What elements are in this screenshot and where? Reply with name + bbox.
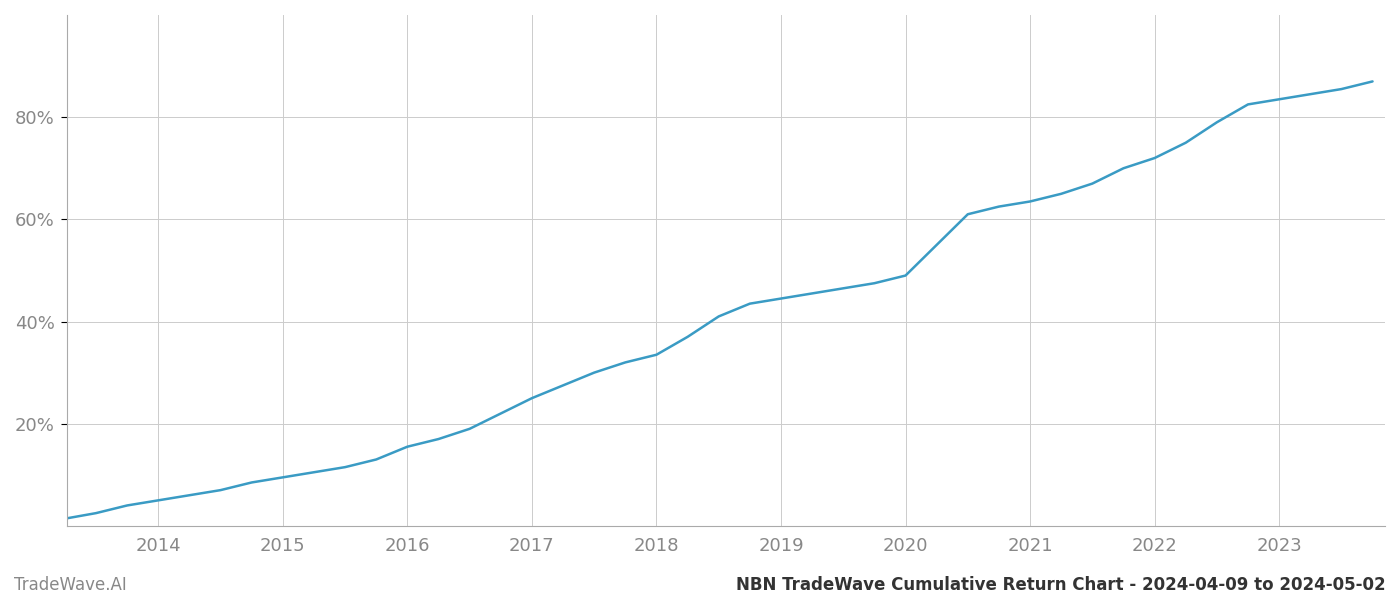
Text: NBN TradeWave Cumulative Return Chart - 2024-04-09 to 2024-05-02: NBN TradeWave Cumulative Return Chart - … <box>736 576 1386 594</box>
Text: TradeWave.AI: TradeWave.AI <box>14 576 127 594</box>
